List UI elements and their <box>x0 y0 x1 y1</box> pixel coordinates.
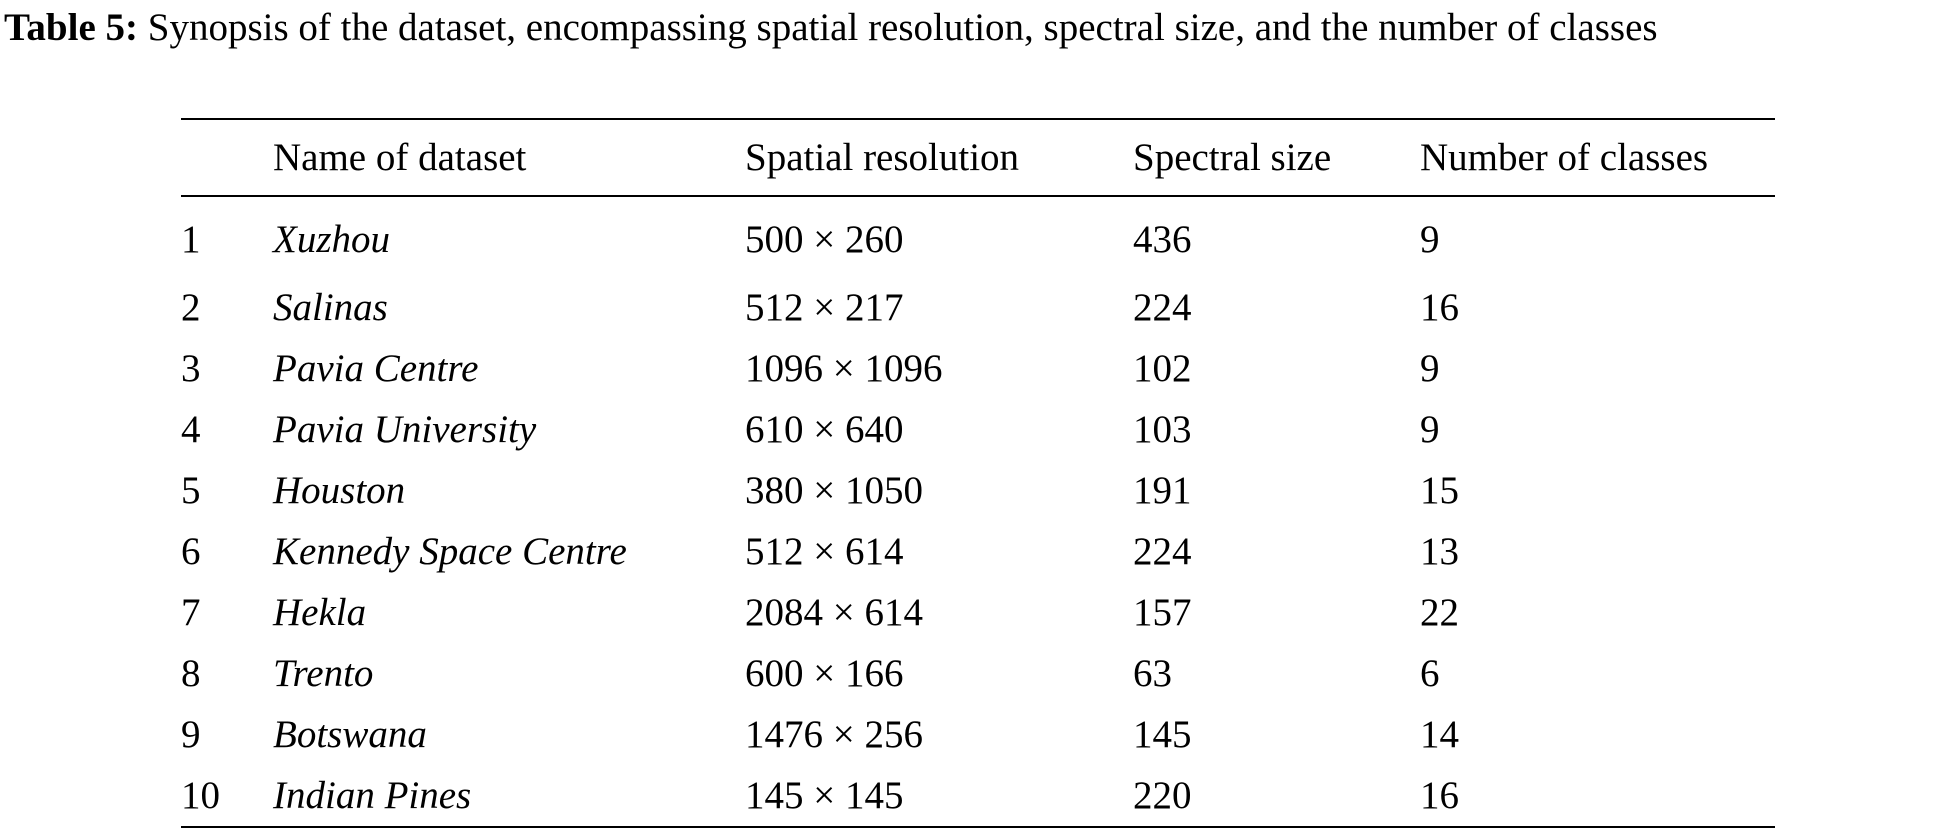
class-count: 22 <box>1420 591 1459 634</box>
spatial-resolution: 512 × 217 <box>745 286 904 329</box>
row-index: 7 <box>181 591 201 634</box>
row-index: 2 <box>181 286 201 329</box>
spectral-size: 157 <box>1133 591 1192 634</box>
row-index: 6 <box>181 530 201 573</box>
spectral-size: 63 <box>1133 652 1172 695</box>
row-index: 5 <box>181 469 201 512</box>
spatial-resolution: 500 × 260 <box>745 217 904 261</box>
spatial-resolution: 610 × 640 <box>745 408 904 451</box>
spectral-size: 224 <box>1133 530 1192 573</box>
table-row: 10 Indian Pines 145 × 145 220 16 <box>181 765 1775 827</box>
spectral-size: 191 <box>1133 469 1192 512</box>
spectral-size: 224 <box>1133 286 1192 329</box>
spectral-size: 102 <box>1133 347 1192 390</box>
header-name: Name of dataset <box>273 136 527 179</box>
dataset-name: Salinas <box>273 286 388 329</box>
dataset-name: Pavia Centre <box>273 347 479 390</box>
table-row: 5 Houston 380 × 1050 191 15 <box>181 460 1775 521</box>
class-count: 15 <box>1420 469 1459 512</box>
spatial-resolution: 145 × 145 <box>745 774 904 817</box>
dataset-name: Indian Pines <box>273 774 472 817</box>
row-index: 8 <box>181 652 201 695</box>
dataset-name: Houston <box>273 469 406 512</box>
spatial-resolution: 380 × 1050 <box>745 469 923 512</box>
spectral-size: 436 <box>1133 217 1192 261</box>
spectral-size: 103 <box>1133 408 1192 451</box>
class-count: 13 <box>1420 530 1459 573</box>
class-count: 9 <box>1420 217 1440 261</box>
table-row: 6 Kennedy Space Centre 512 × 614 224 13 <box>181 521 1775 582</box>
table-row: 4 Pavia University 610 × 640 103 9 <box>181 399 1775 460</box>
row-index: 4 <box>181 408 201 451</box>
dataset-name: Trento <box>273 652 374 695</box>
row-index: 1 <box>181 217 201 261</box>
header-classes: Number of classes <box>1420 136 1709 179</box>
table-row: 8 Trento 600 × 166 63 6 <box>181 643 1775 704</box>
table-row: 9 Botswana 1476 × 256 145 14 <box>181 704 1775 765</box>
row-index: 9 <box>181 713 201 756</box>
table-row: 3 Pavia Centre 1096 × 1096 102 9 <box>181 338 1775 399</box>
spatial-resolution: 1476 × 256 <box>745 713 923 756</box>
spatial-resolution: 2084 × 614 <box>745 591 923 634</box>
dataset-name: Hekla <box>273 591 367 634</box>
spatial-resolution: 512 × 614 <box>745 530 904 573</box>
spatial-resolution: 1096 × 1096 <box>745 347 943 390</box>
caption-label: Table 5: <box>4 6 139 49</box>
table-header-row: Name of dataset Spatial resolution Spect… <box>181 119 1775 196</box>
spectral-size: 145 <box>1133 713 1192 756</box>
table-row: 1 Xuzhou 500 × 260 436 9 <box>181 196 1775 277</box>
table-row: 2 Salinas 512 × 217 224 16 <box>181 277 1775 338</box>
header-index <box>181 119 273 196</box>
dataset-table: Name of dataset Spatial resolution Spect… <box>181 118 1775 828</box>
dataset-name: Xuzhou <box>273 217 390 261</box>
class-count: 16 <box>1420 774 1459 817</box>
class-count: 9 <box>1420 347 1440 390</box>
table-caption: Table 5: Synopsis of the dataset, encomp… <box>4 2 1950 54</box>
caption-text: Synopsis of the dataset, encompassing sp… <box>147 6 1658 49</box>
class-count: 16 <box>1420 286 1459 329</box>
header-spectral: Spectral size <box>1133 136 1332 179</box>
dataset-name: Kennedy Space Centre <box>273 530 627 573</box>
spatial-resolution: 600 × 166 <box>745 652 904 695</box>
spectral-size: 220 <box>1133 774 1192 817</box>
class-count: 6 <box>1420 652 1440 695</box>
header-resolution: Spatial resolution <box>745 136 1020 179</box>
row-index: 10 <box>181 774 220 817</box>
class-count: 9 <box>1420 408 1440 451</box>
dataset-name: Botswana <box>273 713 427 756</box>
row-index: 3 <box>181 347 201 390</box>
table-row: 7 Hekla 2084 × 614 157 22 <box>181 582 1775 643</box>
dataset-name: Pavia University <box>273 408 537 451</box>
class-count: 14 <box>1420 713 1459 756</box>
